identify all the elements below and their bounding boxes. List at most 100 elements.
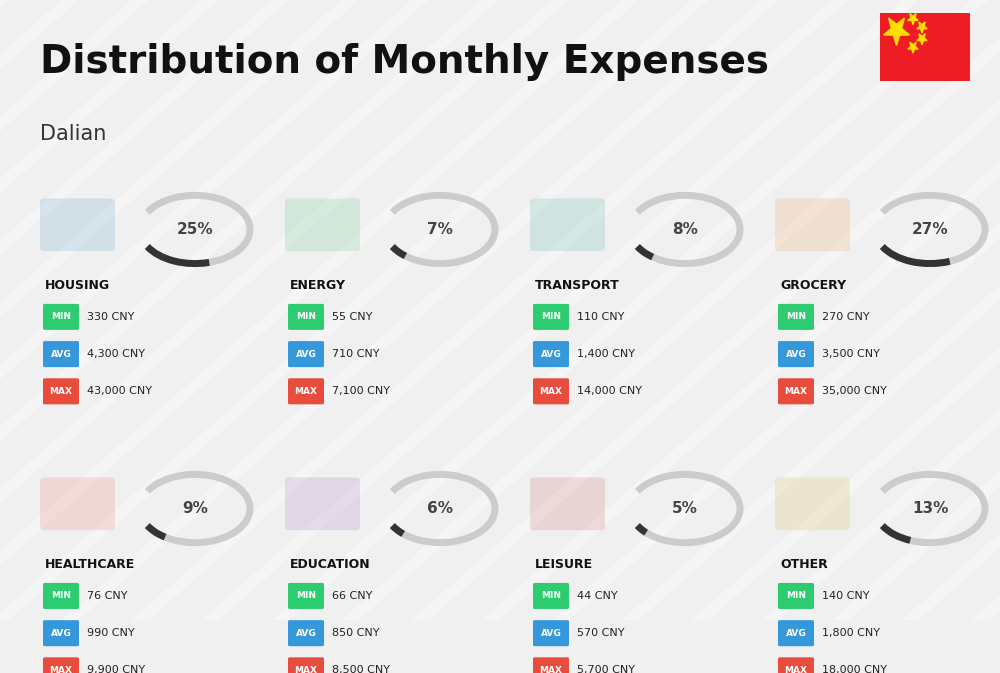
Text: EDUCATION: EDUCATION: [290, 558, 371, 571]
FancyBboxPatch shape: [530, 478, 605, 530]
Text: 5,700 CNY: 5,700 CNY: [577, 666, 635, 673]
Polygon shape: [917, 22, 927, 33]
FancyBboxPatch shape: [285, 199, 360, 251]
FancyBboxPatch shape: [778, 620, 814, 646]
Text: 25%: 25%: [177, 222, 213, 237]
Text: MIN: MIN: [51, 312, 71, 322]
Text: MAX: MAX: [50, 666, 72, 673]
Text: 4,300 CNY: 4,300 CNY: [87, 349, 145, 359]
Text: HOUSING: HOUSING: [45, 279, 110, 292]
FancyBboxPatch shape: [288, 583, 324, 609]
Text: 27%: 27%: [912, 222, 948, 237]
Text: MIN: MIN: [296, 312, 316, 322]
Text: 110 CNY: 110 CNY: [577, 312, 624, 322]
FancyBboxPatch shape: [288, 658, 324, 673]
Text: Dalian: Dalian: [40, 124, 106, 144]
Text: 140 CNY: 140 CNY: [822, 591, 870, 601]
Text: 55 CNY: 55 CNY: [332, 312, 372, 322]
Text: HEALTHCARE: HEALTHCARE: [45, 558, 135, 571]
FancyBboxPatch shape: [40, 199, 115, 251]
Text: MIN: MIN: [786, 592, 806, 600]
Text: MIN: MIN: [541, 592, 561, 600]
Text: 18,000 CNY: 18,000 CNY: [822, 666, 887, 673]
Polygon shape: [908, 13, 918, 25]
Text: AVG: AVG: [541, 629, 561, 637]
FancyBboxPatch shape: [533, 583, 569, 609]
Text: AVG: AVG: [296, 629, 316, 637]
FancyBboxPatch shape: [778, 658, 814, 673]
Text: 3,500 CNY: 3,500 CNY: [822, 349, 880, 359]
FancyBboxPatch shape: [288, 304, 324, 330]
FancyBboxPatch shape: [533, 304, 569, 330]
FancyBboxPatch shape: [43, 658, 79, 673]
FancyBboxPatch shape: [533, 341, 569, 367]
Text: 1,800 CNY: 1,800 CNY: [822, 628, 880, 638]
Text: 9,900 CNY: 9,900 CNY: [87, 666, 145, 673]
Text: 8%: 8%: [672, 222, 698, 237]
Text: 5%: 5%: [672, 501, 698, 516]
FancyBboxPatch shape: [533, 620, 569, 646]
Text: 76 CNY: 76 CNY: [87, 591, 128, 601]
Text: OTHER: OTHER: [780, 558, 828, 571]
Text: AVG: AVG: [296, 349, 316, 359]
Text: 570 CNY: 570 CNY: [577, 628, 625, 638]
Text: TRANSPORT: TRANSPORT: [535, 279, 620, 292]
Text: MAX: MAX: [784, 387, 808, 396]
Text: MAX: MAX: [50, 387, 72, 396]
Text: 1,400 CNY: 1,400 CNY: [577, 349, 635, 359]
Text: ENERGY: ENERGY: [290, 279, 346, 292]
FancyBboxPatch shape: [285, 478, 360, 530]
FancyBboxPatch shape: [530, 199, 605, 251]
Text: 43,000 CNY: 43,000 CNY: [87, 386, 152, 396]
Text: 330 CNY: 330 CNY: [87, 312, 134, 322]
Text: Distribution of Monthly Expenses: Distribution of Monthly Expenses: [40, 44, 769, 81]
FancyBboxPatch shape: [288, 341, 324, 367]
Polygon shape: [908, 42, 918, 53]
Text: MAX: MAX: [294, 387, 318, 396]
Text: MAX: MAX: [540, 666, 562, 673]
Text: AVG: AVG: [51, 349, 71, 359]
Text: 9%: 9%: [182, 501, 208, 516]
FancyBboxPatch shape: [288, 620, 324, 646]
Text: 8,500 CNY: 8,500 CNY: [332, 666, 390, 673]
FancyBboxPatch shape: [288, 378, 324, 404]
FancyBboxPatch shape: [775, 478, 850, 530]
FancyBboxPatch shape: [775, 199, 850, 251]
FancyBboxPatch shape: [880, 13, 970, 81]
Text: GROCERY: GROCERY: [780, 279, 846, 292]
Text: AVG: AVG: [786, 629, 806, 637]
Text: 44 CNY: 44 CNY: [577, 591, 618, 601]
FancyBboxPatch shape: [778, 304, 814, 330]
Text: 35,000 CNY: 35,000 CNY: [822, 386, 887, 396]
Text: 14,000 CNY: 14,000 CNY: [577, 386, 642, 396]
Text: MIN: MIN: [296, 592, 316, 600]
Polygon shape: [917, 34, 927, 44]
FancyBboxPatch shape: [778, 378, 814, 404]
FancyBboxPatch shape: [533, 378, 569, 404]
Text: MAX: MAX: [540, 387, 562, 396]
FancyBboxPatch shape: [40, 478, 115, 530]
Text: 850 CNY: 850 CNY: [332, 628, 379, 638]
FancyBboxPatch shape: [43, 304, 79, 330]
Text: LEISURE: LEISURE: [535, 558, 593, 571]
Text: AVG: AVG: [51, 629, 71, 637]
Text: MIN: MIN: [786, 312, 806, 322]
Text: 6%: 6%: [427, 501, 453, 516]
Text: 66 CNY: 66 CNY: [332, 591, 372, 601]
Text: 990 CNY: 990 CNY: [87, 628, 135, 638]
Polygon shape: [884, 18, 909, 46]
FancyBboxPatch shape: [43, 341, 79, 367]
FancyBboxPatch shape: [43, 378, 79, 404]
Text: 270 CNY: 270 CNY: [822, 312, 870, 322]
Text: 710 CNY: 710 CNY: [332, 349, 379, 359]
Text: 13%: 13%: [912, 501, 948, 516]
FancyBboxPatch shape: [778, 583, 814, 609]
Text: MAX: MAX: [784, 666, 808, 673]
FancyBboxPatch shape: [533, 658, 569, 673]
Text: MIN: MIN: [51, 592, 71, 600]
Text: 7,100 CNY: 7,100 CNY: [332, 386, 390, 396]
FancyBboxPatch shape: [43, 620, 79, 646]
Text: 7%: 7%: [427, 222, 453, 237]
Text: MAX: MAX: [294, 666, 318, 673]
FancyBboxPatch shape: [778, 341, 814, 367]
